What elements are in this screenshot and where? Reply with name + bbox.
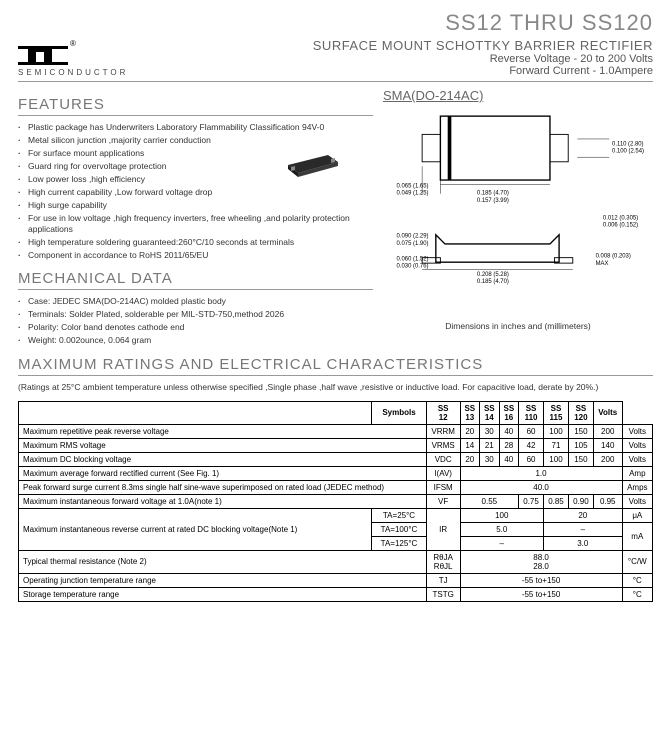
list-item: High current capability ,Low forward vol… — [18, 187, 373, 198]
table-header: SS115 — [544, 401, 569, 424]
svg-text:®: ® — [70, 39, 76, 48]
svg-text:0.090 (2.29): 0.090 (2.29) — [397, 234, 429, 240]
package-drawing: 0.110 (2.80) 0.100 (2.54) 0.065 (1.65) 0… — [383, 107, 653, 317]
table-header: SS110 — [519, 401, 544, 424]
logo-area: ® SEMICONDUCTOR — [18, 38, 128, 77]
table-header: Volts — [593, 401, 622, 424]
svg-text:0.049 (1.25): 0.049 (1.25) — [397, 191, 429, 197]
list-item: Plastic package has Underwriters Laborat… — [18, 122, 373, 133]
product-subtitle: SURFACE MOUNT SCHOTTKY BARRIER RECTIFIER — [313, 38, 653, 53]
svg-text:0.075 (1.90): 0.075 (1.90) — [397, 241, 429, 247]
dimensions-caption: Dimensions in inches and (millimeters) — [383, 321, 653, 331]
table-row: Operating junction temperature rangeTJ-5… — [19, 573, 653, 587]
table-row: Peak forward surge current 8.3ms single … — [19, 480, 653, 494]
table-header: Symbols — [372, 401, 427, 424]
header: ® SEMICONDUCTOR SS12 THRU SS120 SURFACE … — [18, 10, 653, 82]
svg-text:0.110 (2.80): 0.110 (2.80) — [612, 141, 644, 147]
table-row: Maximum average forward rectified curren… — [19, 466, 653, 480]
header-text: SS12 THRU SS120 SURFACE MOUNT SCHOTTKY B… — [313, 10, 653, 77]
svg-text:0.006 (0.152): 0.006 (0.152) — [603, 223, 638, 229]
svg-text:0.008 (0.203): 0.008 (0.203) — [596, 254, 631, 260]
list-item: Polarity: Color band denotes cathode end — [18, 322, 373, 333]
svg-text:0.012 (0.305): 0.012 (0.305) — [603, 215, 638, 221]
table-header: SS12 — [426, 401, 460, 424]
ratings-table: SymbolsSS12SS13SS14SS16SS110SS115SS120Vo… — [18, 401, 653, 602]
table-row: Maximum instantaneous forward voltage at… — [19, 494, 653, 508]
svg-text:0.208 (5.28): 0.208 (5.28) — [477, 272, 509, 278]
svg-text:0.065 (1.65): 0.065 (1.65) — [397, 183, 429, 189]
list-item: For surface mount applications — [18, 148, 373, 159]
svg-text:0.157 (3.99): 0.157 (3.99) — [477, 198, 509, 204]
list-item: Case: JEDEC SMA(DO-214AC) molded plastic… — [18, 296, 373, 307]
svg-text:0.100 (2.54): 0.100 (2.54) — [612, 149, 644, 155]
svg-text:0.060 (1.52): 0.060 (1.52) — [397, 256, 429, 262]
product-title: SS12 THRU SS120 — [313, 10, 653, 36]
reverse-voltage-spec: Reverse Voltage - 20 to 200 Volts — [313, 53, 653, 65]
svg-text:0.185 (4.70): 0.185 (4.70) — [477, 191, 509, 197]
list-item: For use in low voltage ,high frequency i… — [18, 213, 373, 235]
svg-text:0.030 (0.76): 0.030 (0.76) — [397, 264, 429, 270]
ratings-note: (Ratings at 25°C ambient temperature unl… — [18, 382, 653, 393]
list-item: Terminals: Solder Plated, solderable per… — [18, 309, 373, 320]
list-item: High surge capability — [18, 200, 373, 211]
table-row: Storage temperature rangeTSTG-55 to+150°… — [19, 587, 653, 601]
package-title: SMA(DO-214AC) — [383, 88, 653, 103]
semiconductor-label: SEMICONDUCTOR — [18, 68, 128, 77]
list-item: High temperature soldering guaranteed:26… — [18, 237, 373, 248]
forward-current-spec: Forward Current - 1.0Ampere — [313, 65, 653, 77]
table-row: Maximum repetitive peak reverse voltageV… — [19, 424, 653, 438]
ratings-heading: MAXIMUM RATINGS AND ELECTRICAL CHARACTER… — [18, 356, 653, 376]
list-item: Guard ring for overvoltage protection — [18, 161, 373, 172]
table-header: SS13 — [460, 401, 480, 424]
mechanical-heading: MECHANICAL DATA — [18, 270, 373, 290]
table-row: Maximum DC blocking voltageVDC2030406010… — [19, 452, 653, 466]
table-header: SS16 — [499, 401, 519, 424]
table-row: Typical thermal resistance (Note 2)RθJA … — [19, 550, 653, 573]
list-item: Weight: 0.002ounce, 0.064 gram — [18, 335, 373, 346]
svg-text:0.185 (4.70): 0.185 (4.70) — [477, 279, 509, 285]
features-heading: FEATURES — [18, 96, 373, 116]
table-row: Maximum RMS voltageVRMS1421284271105140V… — [19, 438, 653, 452]
svg-text:MAX: MAX — [596, 261, 609, 267]
mechanical-list: Case: JEDEC SMA(DO-214AC) molded plastic… — [18, 296, 373, 346]
list-item: Metal silicon junction ,majority carrier… — [18, 135, 373, 146]
table-header: SS14 — [480, 401, 500, 424]
company-logo-icon: ® — [18, 38, 78, 68]
features-list: Plastic package has Underwriters Laborat… — [18, 122, 373, 262]
table-header: SS120 — [568, 401, 593, 424]
list-item: Component in accordance to RoHS 2011/65/… — [18, 250, 373, 261]
list-item: Low power loss ,high efficiency — [18, 174, 373, 185]
